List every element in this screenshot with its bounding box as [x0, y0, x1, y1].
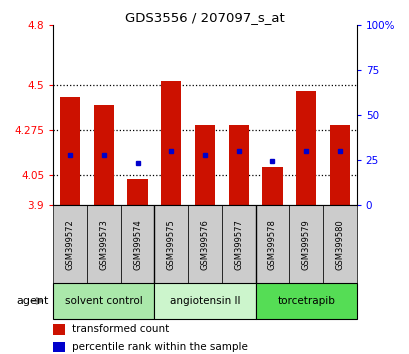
Bar — [228, 125, 248, 205]
Bar — [289, 205, 322, 283]
Bar — [127, 179, 147, 205]
Bar — [161, 81, 181, 205]
Title: GDS3556 / 207097_s_at: GDS3556 / 207097_s_at — [125, 11, 284, 24]
Bar — [94, 105, 114, 205]
Text: GSM399574: GSM399574 — [133, 219, 142, 270]
Text: GSM399573: GSM399573 — [99, 219, 108, 270]
Text: GSM399577: GSM399577 — [234, 219, 243, 270]
Text: GSM399575: GSM399575 — [166, 219, 175, 270]
Bar — [188, 205, 221, 283]
Bar — [255, 283, 356, 319]
Text: transformed count: transformed count — [71, 324, 169, 334]
Text: agent: agent — [17, 296, 49, 306]
Text: angiotensin II: angiotensin II — [169, 296, 240, 306]
Bar — [322, 205, 356, 283]
Text: GSM399572: GSM399572 — [65, 219, 74, 270]
Bar — [262, 167, 282, 205]
Text: GSM399580: GSM399580 — [335, 219, 344, 270]
Bar — [154, 205, 188, 283]
Text: GSM399579: GSM399579 — [301, 219, 310, 270]
Bar — [221, 205, 255, 283]
Bar — [194, 125, 215, 205]
Bar — [87, 205, 120, 283]
Text: percentile rank within the sample: percentile rank within the sample — [71, 342, 247, 352]
Bar — [329, 125, 349, 205]
Bar — [60, 97, 80, 205]
Bar — [255, 205, 289, 283]
Text: GSM399578: GSM399578 — [267, 219, 276, 270]
Bar — [53, 342, 65, 352]
Bar — [53, 205, 87, 283]
Text: GSM399576: GSM399576 — [200, 219, 209, 270]
Text: torcetrapib: torcetrapib — [276, 296, 334, 306]
Bar — [53, 324, 65, 335]
Bar — [120, 205, 154, 283]
Bar — [53, 283, 154, 319]
Text: solvent control: solvent control — [65, 296, 142, 306]
Bar — [295, 91, 315, 205]
Bar — [154, 283, 255, 319]
